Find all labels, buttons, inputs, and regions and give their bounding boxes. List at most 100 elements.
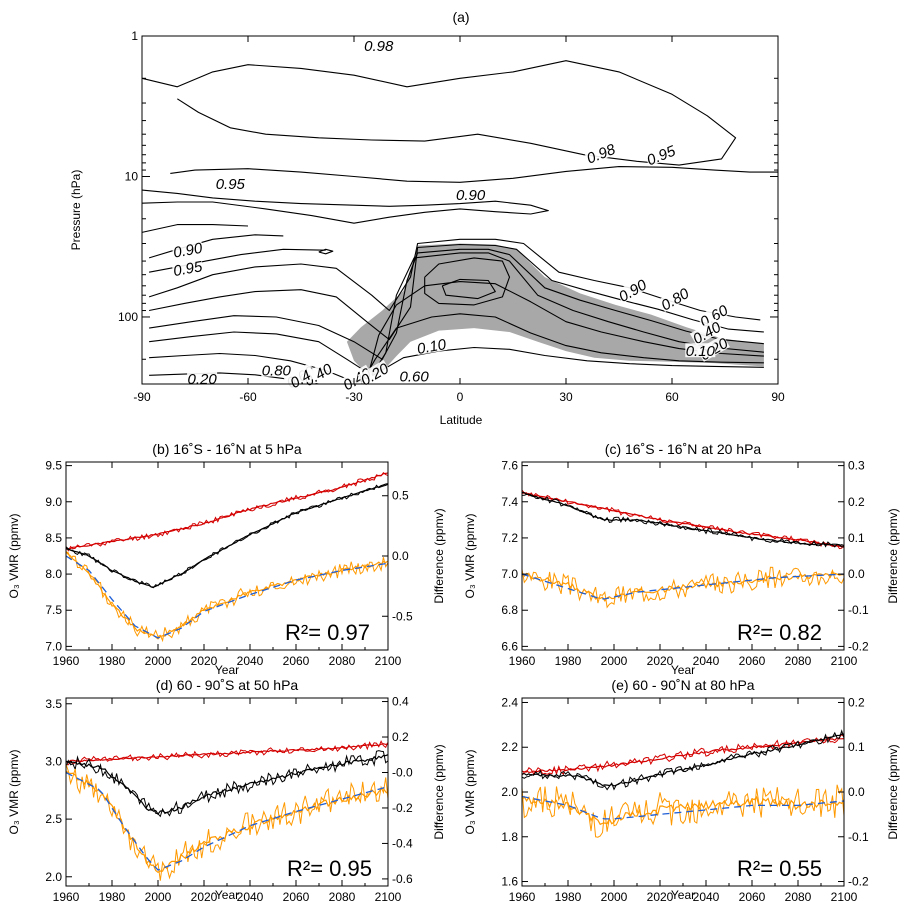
series-2-annual	[65, 551, 389, 643]
contour-label-0: 0.98	[363, 38, 394, 55]
x-tick-label: 2020	[647, 890, 674, 901]
x-tick-label: 2100	[831, 890, 858, 901]
y-right-tick-label: 0.1	[848, 531, 865, 545]
contour-label-bg	[215, 176, 246, 190]
shaded-region-0	[346, 243, 764, 376]
panel-d-ylabel: O₃ VMR (ppmv)	[7, 750, 21, 835]
contour-label-5: 0.90	[171, 240, 204, 262]
contour-label-bg	[644, 142, 678, 167]
x-tick-label: 2060	[283, 890, 310, 901]
panel-e-series	[521, 729, 845, 838]
contour-label-bg	[261, 362, 292, 377]
contour-label-text: 0.95	[216, 176, 246, 193]
contour-label-bg	[187, 371, 218, 385]
contour-label-text: 0.80	[262, 363, 292, 380]
x-tick-label: 2080	[329, 654, 356, 668]
series-1-smoothed	[65, 754, 389, 816]
series-2-smoothed	[521, 571, 844, 602]
series-3-trend	[65, 555, 389, 639]
y-right-tick-label: 0.0	[848, 567, 865, 581]
contour-label-13: 0.10	[415, 336, 448, 358]
contour-line-10	[149, 252, 764, 376]
panel-a-xlabel: Latitude	[440, 413, 483, 427]
panel-a-contour-lines	[141, 60, 778, 385]
x-tick-label: 2020	[191, 654, 218, 668]
panel-e-r2-annotation: R²= 0.55	[737, 856, 822, 881]
x-tick-label: 2100	[831, 654, 858, 668]
contour-line-17	[318, 248, 334, 255]
y-tick-label: 7.5	[45, 603, 62, 617]
series-0-smoothed	[521, 492, 845, 549]
x-tick-label: 60	[665, 390, 679, 404]
y-tick-label: 8.0	[45, 567, 62, 581]
x-tick-label: 2100	[375, 654, 402, 668]
panel-b-xlabel: Year	[215, 663, 239, 677]
panel-d-r2-annotation: R²= 0.95	[287, 856, 372, 881]
x-tick-label: 1960	[53, 890, 80, 901]
y-right-tick-label: 0.2	[848, 695, 865, 709]
panel-b-timeseries: (b) 16˚S - 16˚N at 5 hPa 1960 1980 2000 202…	[7, 441, 446, 677]
panel-e-timeseries: (e) 60 - 90˚N at 80 hPa 1960 1980 2000 2020…	[463, 677, 900, 901]
x-tick-label: 2020	[191, 890, 218, 901]
contour-label-bg	[283, 364, 317, 392]
series-1-annual	[521, 729, 845, 791]
panel-a-shaded-regions	[346, 243, 764, 376]
contour-label-bg	[584, 140, 618, 165]
panel-c-series	[521, 489, 845, 609]
y-tick-label: 7.2	[501, 531, 518, 545]
contour-label-bg	[415, 336, 448, 356]
x-tick-label: 0	[457, 390, 464, 404]
contour-label-text: 0.98	[364, 38, 394, 55]
panel-b-axes: 1960 1980 2000 2020 2040 2060 2080 2100 7.0 7.5 8.…	[45, 459, 413, 668]
y-right-tick-label: -0.6	[392, 872, 413, 886]
panel-e-title: (e) 60 - 90˚N at 80 hPa	[611, 677, 754, 693]
y-tick-label: 7.0	[45, 639, 62, 653]
contour-label-bg	[615, 276, 649, 304]
contour-label-2: 0.95	[644, 142, 679, 169]
y-tick-label: 7.4	[501, 495, 518, 509]
y-tick-label: 2.0	[501, 785, 518, 799]
x-tick-label: -90	[133, 390, 151, 404]
panel-a-ylabel: Pressure (hPa)	[69, 170, 83, 251]
panel-a-y-axis: 1 10 100	[118, 29, 778, 385]
y-right-tick-label: 0.2	[848, 495, 865, 509]
x-tick-label: 30	[559, 390, 573, 404]
x-tick-label: 2040	[237, 654, 264, 668]
panel-e-xlabel: Year	[671, 888, 695, 901]
panel-c-timeseries: (c) 16˚S - 16˚N at 20 hPa 1960 1980 2000 20…	[463, 441, 900, 677]
series-1-smoothed	[65, 483, 389, 588]
contour-line-16	[441, 278, 496, 300]
contour-line-8	[148, 243, 764, 341]
contour-line-4	[141, 224, 249, 233]
y-tick-label: 2.0	[45, 870, 62, 884]
panel-a-contour: (a) 0.980.98 0.950.950.900.900.950.90 0.80…	[69, 9, 785, 427]
series-2-annual	[521, 784, 845, 838]
panel-d-title: (d) 60 - 90˚S at 50 hPa	[156, 677, 299, 693]
contour-label-21: 0.60	[399, 368, 429, 386]
y-tick-label: 7.0	[501, 567, 518, 581]
x-tick-label: 1960	[509, 890, 536, 901]
contour-label-text: 0.10	[416, 336, 448, 358]
panel-c-ylabel-right: Difference (ppmv)	[886, 508, 900, 603]
panel-d-xlabel: Year	[215, 888, 239, 901]
x-tick-label: 1960	[509, 654, 536, 668]
panel-b-title: (b) 16˚S - 16˚N at 5 hPa	[152, 441, 302, 457]
y-right-tick-label: -0.2	[848, 639, 869, 653]
contour-label-3: 0.95	[215, 176, 246, 193]
y-right-tick-label: -0.0	[392, 765, 413, 779]
contour-label-bg	[696, 301, 730, 329]
contour-label-bg	[455, 187, 486, 202]
y-tick-label: 7.6	[501, 459, 518, 473]
y-tick-label: 6.6	[501, 639, 518, 653]
contour-line-9	[149, 248, 764, 360]
y-right-tick-label: -0.2	[392, 801, 413, 815]
contour-label-text: 0.60	[399, 369, 429, 386]
contour-label-bg	[658, 284, 691, 313]
series-1-smoothed	[521, 491, 845, 547]
contour-line-15	[424, 257, 511, 306]
series-3-trend	[65, 771, 389, 871]
contour-line-1	[170, 166, 778, 183]
y-right-tick-label: -0.2	[848, 875, 869, 889]
panel-d-series	[65, 740, 389, 881]
